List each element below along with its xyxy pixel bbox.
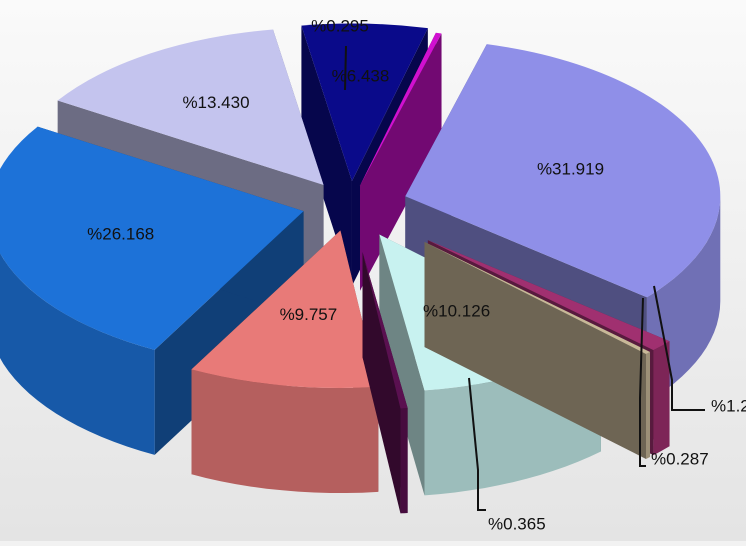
slice-side-wall [424,241,647,459]
leader-line [468,377,486,511]
slice-top [191,230,379,389]
slice-side-wall [359,33,442,291]
leader-line [653,285,705,411]
slice-label: %1.215 [711,396,746,415]
slice-label: %31.919 [537,160,604,179]
slice-top [362,252,408,409]
slices-layer [0,23,721,514]
slice-label: %10.126 [423,302,490,321]
slice-front-wall [0,253,155,455]
slice-top [0,126,304,350]
slice-front-wall [400,408,408,514]
pie-slice [424,241,651,459]
slice-side-wall [379,234,425,496]
slice-side-wall [362,252,401,514]
leader-line [639,297,646,467]
slice-front-wall [646,352,650,459]
slice-label: %9.757 [280,305,338,324]
pie-slice [191,230,379,493]
slice-top [405,44,721,298]
leader-lines [344,45,705,511]
slice-labels: %31.919 %1.215 %0.287 %10.126 %0.365 %9.757 %2… [87,16,746,533]
slice-label: %13.430 [182,93,249,112]
slice-top [424,241,651,354]
slice-label: %0.287 [651,449,709,468]
slice-top [359,32,442,186]
leader-line [344,45,347,91]
slice-label: %0.365 [488,514,546,533]
slice-top [301,23,428,182]
slice-top [57,29,324,185]
slice-label: %26.168 [87,224,154,243]
slice-front-wall [653,341,670,456]
pie-slice [362,252,408,514]
slice-label: %6.438 [332,67,390,86]
slice-label: %0.295 [311,16,369,35]
slice-top [427,240,670,351]
slice-front-wall [191,369,379,493]
slice-side-wall [301,25,352,287]
pie-slice [359,32,442,291]
